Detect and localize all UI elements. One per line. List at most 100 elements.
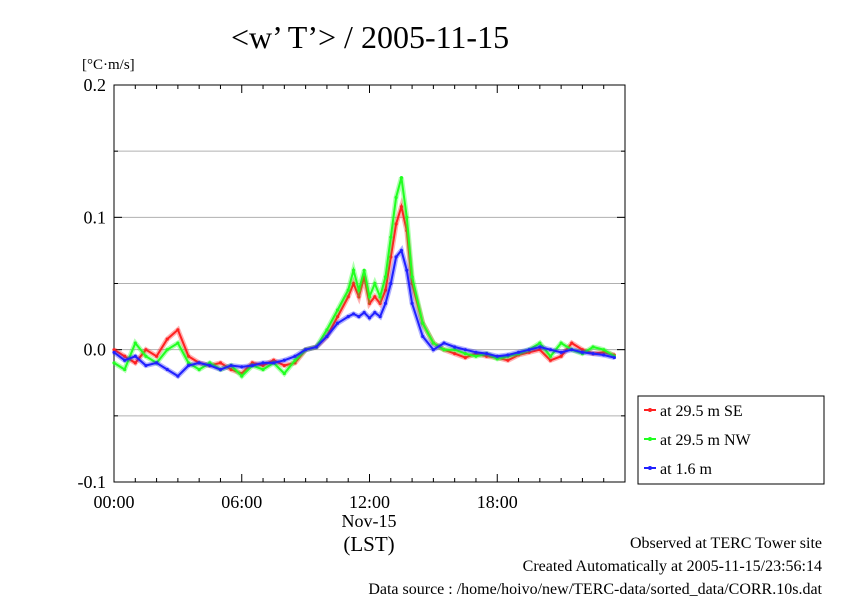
- data-point: [506, 358, 510, 362]
- gridlines: [114, 150, 625, 417]
- data-point: [442, 348, 446, 352]
- data-point: [186, 354, 191, 358]
- data-point: [474, 354, 478, 358]
- legend-label: at 29.5 m SE: [660, 403, 743, 420]
- data-point: [346, 314, 350, 319]
- data-point: [516, 350, 521, 354]
- x-tick-label: 06:00: [221, 492, 262, 512]
- x-tick-label: 12:00: [349, 492, 390, 512]
- data-point: [133, 361, 137, 365]
- data-point: [250, 363, 254, 368]
- data-point: [165, 348, 169, 352]
- data-point: [261, 363, 265, 368]
- data-point: [282, 358, 286, 362]
- data-point: [453, 345, 457, 349]
- data-point: [389, 281, 393, 286]
- footer-observed: Observed at TERC Tower site: [629, 535, 822, 552]
- data-point: [229, 363, 233, 368]
- data-point: [394, 222, 398, 226]
- data-point: [208, 363, 212, 368]
- data-point: [399, 205, 404, 209]
- y-tick-label: 0.0: [84, 340, 107, 360]
- data-point: [367, 316, 372, 320]
- data-point: [485, 354, 489, 358]
- x-date-label: Nov-15: [342, 511, 397, 531]
- data-point: [612, 356, 616, 360]
- data-point: [357, 295, 361, 299]
- data-point: [123, 367, 127, 372]
- data-point: [165, 367, 169, 372]
- data-point: [154, 361, 159, 365]
- axis-ticks: -0.1 0.0 0.1 0.2 00:00 06:00 12:00 18:00: [78, 75, 626, 512]
- data-point: [495, 357, 499, 361]
- data-point: [591, 345, 595, 349]
- data-point: [580, 350, 585, 354]
- data-point: [410, 301, 414, 305]
- data-point: [261, 367, 265, 372]
- data-point: [133, 341, 137, 345]
- data-point: [431, 341, 435, 345]
- data-point: [495, 354, 499, 358]
- data-point: [351, 268, 356, 272]
- data-point: [602, 350, 606, 354]
- data-point: [421, 334, 425, 339]
- data-point: [325, 334, 329, 339]
- data-point: [485, 352, 489, 356]
- data-point: [144, 348, 148, 352]
- data-point: [304, 348, 308, 352]
- data-point: [405, 268, 409, 272]
- data-point: [351, 281, 356, 286]
- data-point: [394, 255, 398, 259]
- data-point: [367, 301, 372, 305]
- chart-title: <w’ T’> / 2005-11-15: [231, 19, 509, 55]
- data-point: [272, 361, 276, 365]
- footer-created: Created Automatically at 2005-11-15/23:5…: [522, 558, 822, 575]
- data-point: [383, 301, 388, 305]
- data-point: [240, 374, 244, 378]
- data-point: [410, 275, 414, 279]
- data-point: [463, 356, 467, 360]
- data-point: [144, 354, 148, 358]
- data-point: [378, 314, 382, 319]
- data-point: [144, 363, 148, 368]
- data-point: [325, 328, 329, 332]
- data-point: [165, 337, 169, 341]
- data-point: [399, 248, 404, 253]
- data-point: [362, 268, 366, 272]
- y-axis-label: [°C·m/s]: [82, 57, 135, 73]
- legend-marker: [648, 408, 652, 412]
- data-point: [570, 341, 574, 345]
- legend: at 29.5 m SE at 29.5 m NW at 1.6 m: [637, 395, 825, 485]
- data-point: [112, 350, 116, 354]
- data-point: [527, 348, 531, 352]
- data-point: [112, 348, 116, 352]
- data-point: [218, 367, 223, 372]
- data-point: [282, 371, 286, 376]
- data-point: [580, 348, 585, 352]
- data-point: [346, 295, 350, 299]
- data-point: [442, 341, 446, 345]
- data-point: [453, 348, 457, 352]
- series-line: [113, 248, 615, 378]
- data-point: [373, 311, 377, 315]
- legend-marker: [648, 466, 652, 470]
- data-point: [346, 288, 350, 292]
- data-point: [506, 353, 510, 357]
- data-point: [405, 215, 409, 219]
- x-tick-label: 18:00: [477, 492, 518, 512]
- data-point: [538, 345, 542, 349]
- data-point: [453, 352, 457, 356]
- data-point: [335, 314, 340, 319]
- data-point: [314, 345, 318, 349]
- data-point: [293, 358, 297, 362]
- data-point: [240, 365, 244, 369]
- data-point: [591, 352, 595, 356]
- data-point: [133, 354, 137, 358]
- data-point: [293, 354, 297, 358]
- data-point: [218, 361, 223, 365]
- x-axis-label: (LST): [343, 532, 394, 556]
- data-point: [282, 363, 286, 368]
- data-point: [272, 358, 276, 362]
- data-point: [261, 361, 265, 365]
